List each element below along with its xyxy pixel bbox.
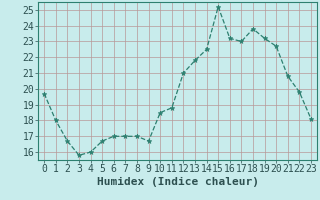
X-axis label: Humidex (Indice chaleur): Humidex (Indice chaleur) bbox=[97, 177, 259, 187]
